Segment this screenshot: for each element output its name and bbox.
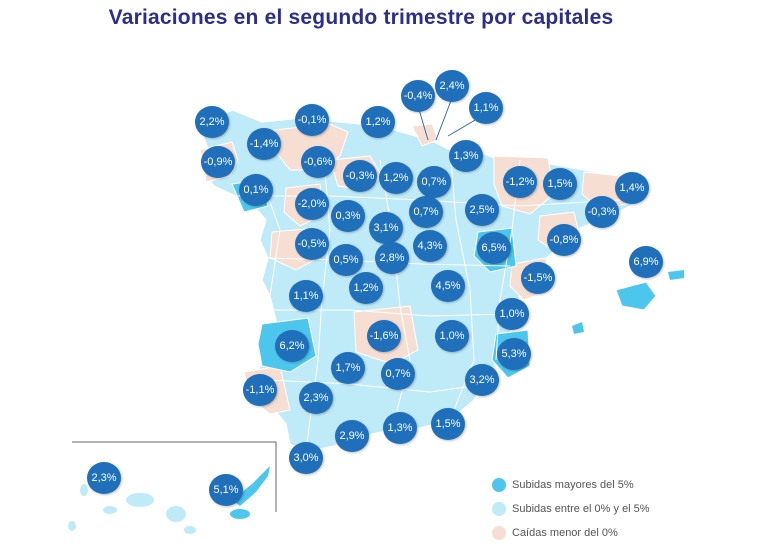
value-bubble: 5,3% (497, 338, 531, 370)
value-bubble: -1,2% (503, 166, 537, 198)
value-bubble: 0,3% (331, 200, 365, 232)
value-bubble: -0,1% (295, 104, 329, 136)
value-bubble: 2,9% (335, 420, 369, 452)
value-bubble: -0,3% (343, 160, 377, 192)
value-bubble: -0,3% (585, 196, 619, 228)
value-bubble: 0,5% (329, 244, 363, 276)
value-bubble: 2,3% (87, 462, 121, 494)
legend-swatch-mayores (492, 478, 506, 492)
pamplona-decline (411, 123, 439, 147)
value-bubble: 1,0% (435, 320, 469, 352)
legend-label: Subidas entre el 0% y el 5% (512, 503, 650, 515)
legend-label: Subidas mayores del 5% (512, 479, 634, 491)
value-bubble: 0,1% (239, 174, 273, 206)
value-bubble: 1,2% (349, 272, 383, 304)
menorca (668, 270, 684, 280)
legend-label: Caídas menor del 0% (512, 527, 618, 539)
map-title: Variaciones en el segundo trimestre por … (108, 6, 614, 29)
value-bubble: 4,5% (431, 270, 465, 302)
value-bubble: -1,6% (367, 320, 401, 352)
value-bubble: -2,0% (295, 188, 329, 220)
value-bubble: 1,2% (361, 106, 395, 138)
value-bubble: 5,1% (209, 474, 243, 506)
value-bubble: -0,6% (301, 146, 335, 178)
value-bubble: 3,2% (465, 364, 499, 396)
value-bubble: 1,1% (469, 92, 503, 124)
value-bubble: -1,1% (243, 374, 277, 406)
value-bubble: 2,2% (195, 106, 229, 138)
canarias-frame (72, 441, 277, 512)
value-bubble: 0,7% (381, 358, 415, 390)
value-bubble: 1,0% (495, 298, 529, 330)
value-bubble: 2,4% (435, 70, 469, 102)
value-bubble: -0,9% (201, 146, 235, 178)
value-bubble: 1,5% (431, 408, 465, 440)
value-bubble: 2,5% (465, 194, 499, 226)
value-bubble: 2,8% (375, 242, 409, 274)
value-bubble: 1,1% (289, 280, 323, 312)
value-bubble: 6,9% (629, 246, 663, 278)
canary-islands (68, 484, 196, 534)
value-bubble: 3,0% (289, 442, 323, 474)
mallorca (615, 281, 657, 311)
ibiza (572, 322, 584, 334)
value-bubble: 1,3% (383, 412, 417, 444)
value-bubble: 3,1% (369, 212, 403, 244)
value-bubble: -1,4% (247, 128, 281, 160)
value-bubble: 1,3% (449, 140, 483, 172)
value-bubble: 1,7% (331, 352, 365, 384)
value-bubble: 4,3% (413, 230, 447, 262)
value-bubble: -0,8% (547, 224, 581, 256)
legend-swatch-entre (492, 502, 506, 516)
value-bubble: -1,5% (521, 262, 555, 294)
value-bubble: -0,4% (401, 80, 435, 112)
value-bubble: 6,5% (477, 232, 511, 264)
value-bubble: 1,4% (615, 172, 649, 204)
value-bubble: 1,2% (379, 162, 413, 194)
value-bubble: 2,3% (299, 382, 333, 414)
value-bubble: 0,7% (417, 166, 451, 198)
legend-swatch-caidas (492, 526, 506, 540)
value-bubble: 6,2% (275, 330, 309, 362)
value-bubble: 1,5% (543, 168, 577, 200)
value-bubble: 0,7% (409, 196, 443, 228)
value-bubble: -0,5% (295, 228, 329, 260)
